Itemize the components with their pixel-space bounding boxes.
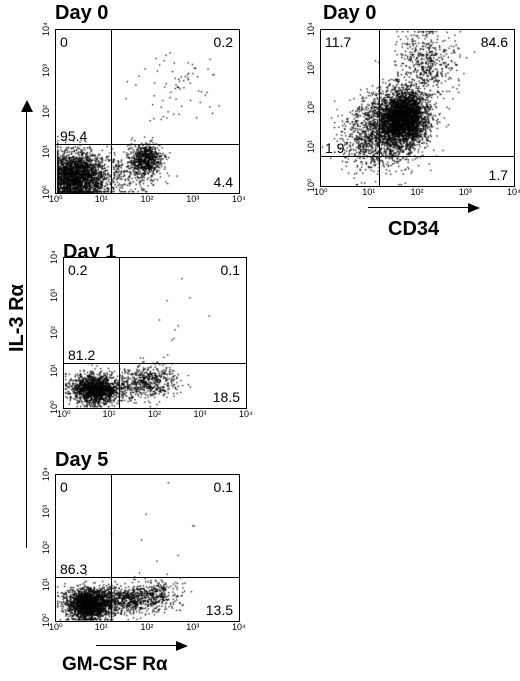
x-tick-label: 10⁴ (239, 409, 253, 419)
y-tick-label: 10⁰ (41, 613, 51, 627)
y-tick-label: 10² (41, 104, 51, 118)
event-dots (321, 30, 514, 186)
quadrant-label-lower-right: 18.5 (212, 389, 240, 405)
x-axis-arrow-cd34 (368, 207, 470, 209)
quadrant-label-upper-right: 84.6 (480, 34, 508, 50)
x-axis-arrow-gmcsf (96, 645, 178, 647)
y-tick-label: 10² (49, 325, 59, 339)
y-tick-label: 10⁴ (306, 22, 316, 36)
y-axis-arrowhead (21, 100, 33, 112)
scatter-plot-day5: 0 0.1 86.3 13.5 (55, 474, 240, 622)
x-tick-label: 10⁰ (49, 194, 63, 204)
y-tick-label: 10³ (49, 288, 59, 302)
x-tick-label: 10⁴ (232, 622, 246, 632)
x-tick-label: 10⁴ (232, 194, 246, 204)
y-tick-label: 10³ (41, 63, 51, 77)
x-axis-title-gmcsf: GM-CSF Rα (62, 654, 168, 675)
scatter-plot-day1: 0.2 0.1 81.2 18.5 (63, 257, 247, 409)
event-dots (56, 475, 239, 621)
panel-title-day0-left: Day 0 (55, 2, 109, 24)
x-tick-label: 10¹ (102, 409, 116, 419)
x-tick-label: 10¹ (362, 187, 376, 197)
quadrant-label-lower-left: 86.3 (60, 561, 88, 578)
x-tick-label: 10⁰ (57, 409, 71, 419)
quadrant-gate-vertical (111, 30, 113, 193)
quadrant-label-upper-right: 0.1 (220, 262, 240, 278)
scatter-plot-day0-left: 0 0.2 95.4 4.4 (55, 29, 240, 194)
y-tick-label: 10¹ (49, 363, 59, 377)
x-axis-arrowhead-gmcsf (176, 641, 188, 651)
x-tick-label: 10³ (458, 187, 472, 197)
y-axis-title-il3: IL-3 Rα (6, 284, 28, 352)
quadrant-gate-horizontal (64, 362, 246, 365)
y-tick-label: 10³ (306, 61, 316, 75)
quadrant-label-lower-left: 81.2 (68, 346, 96, 363)
quadrant-gate-horizontal (56, 143, 239, 146)
x-tick-label: 10⁰ (49, 622, 63, 632)
x-tick-label: 10³ (193, 409, 207, 419)
quadrant-label-lower-left: 1.9 (325, 139, 345, 156)
x-tick-label: 10² (140, 622, 154, 632)
y-tick-label: 10⁴ (41, 467, 51, 481)
y-tick-label: 10² (306, 100, 316, 114)
x-tick-label: 10² (140, 194, 154, 204)
quadrant-label-lower-right: 1.7 (488, 167, 508, 183)
quadrant-gate-vertical (379, 30, 381, 186)
quadrant-label-upper-left: 11.7 (325, 34, 352, 50)
panel-title-day5: Day 5 (55, 449, 109, 471)
quadrant-label-upper-right: 0.1 (213, 479, 233, 495)
y-tick-label: 10⁴ (49, 250, 59, 264)
y-tick-label: 10³ (41, 504, 51, 518)
y-tick-label: 10² (41, 540, 51, 554)
x-axis-arrowhead-cd34 (468, 203, 480, 213)
y-tick-label: 10⁴ (41, 22, 51, 36)
quadrant-gate-horizontal (321, 155, 514, 157)
quadrant-gate-vertical (111, 475, 113, 621)
x-tick-label: 10³ (186, 194, 200, 204)
y-tick-label: 10¹ (306, 139, 316, 153)
quadrant-label-lower-right: 13.5 (205, 602, 233, 618)
y-tick-label: 10¹ (41, 577, 51, 591)
x-tick-label: 10² (148, 409, 162, 419)
x-tick-label: 10⁰ (314, 187, 328, 197)
y-tick-label: 10⁰ (49, 400, 59, 414)
x-tick-label: 10⁴ (507, 187, 520, 197)
quadrant-gate-vertical (118, 258, 120, 408)
scatter-plot-day0-cd34: 11.7 84.6 1.9 1.7 (320, 29, 515, 187)
quadrant-label-lower-right: 4.4 (213, 174, 233, 190)
quadrant-label-upper-left: 0 (60, 34, 68, 50)
x-axis-title-cd34: CD34 (388, 218, 440, 240)
event-dots (64, 258, 246, 408)
y-tick-label: 10⁰ (306, 178, 316, 192)
y-tick-label: 10⁰ (41, 185, 51, 199)
panel-title-day0-right: Day 0 (323, 2, 377, 24)
x-tick-label: 10¹ (94, 622, 108, 632)
y-tick-label: 10¹ (41, 145, 51, 159)
quadrant-label-lower-left: 95.4 (60, 127, 88, 144)
y-axis-arrow (26, 108, 28, 548)
quadrant-label-upper-left: 0.2 (68, 262, 88, 278)
quadrant-label-upper-left: 0 (60, 479, 68, 495)
x-tick-label: 10³ (186, 622, 200, 632)
quadrant-gate-horizontal (56, 577, 239, 579)
event-dots (56, 30, 239, 193)
quadrant-label-upper-right: 0.2 (213, 34, 233, 50)
x-tick-label: 10¹ (94, 194, 108, 204)
x-tick-label: 10² (410, 187, 424, 197)
